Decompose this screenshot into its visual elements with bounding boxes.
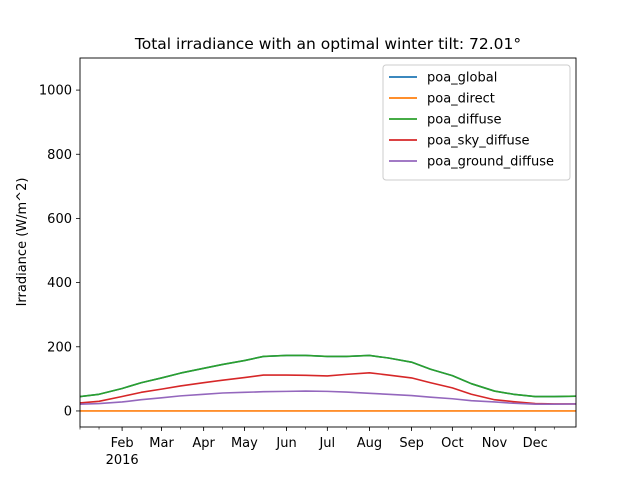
y-tick-label: 0 <box>64 404 72 419</box>
y-tick-label: 200 <box>47 340 72 355</box>
y-tick-label: 400 <box>47 276 72 291</box>
legend: poa_global poa_direct poa_diffuse poa_sky_d… <box>382 64 571 181</box>
chart-title: Total irradiance with an optimal winter … <box>134 35 521 53</box>
y-tick-label: 600 <box>47 212 72 227</box>
legend-label: poa_ground_diffuse <box>427 155 554 170</box>
x-tick-label: Nov <box>482 436 508 451</box>
series-line-poa-sky-diffuse <box>80 371 576 405</box>
x-tick-label: Sep <box>399 436 424 451</box>
x-tick-label: Apr <box>192 436 215 451</box>
y-tick-label: 1000 <box>39 84 72 99</box>
y-axis-label: Irradiance (W/m^2) <box>15 178 30 307</box>
legend-label: poa_direct <box>427 92 495 107</box>
x-tick-label: May <box>231 436 258 451</box>
series-line-poa-ground-diffuse <box>80 390 576 406</box>
legend-label: poa_sky_diffuse <box>427 134 530 149</box>
y-tick-label: 800 <box>47 148 72 163</box>
x-tick-label: Oct <box>441 436 463 451</box>
plot-frame <box>79 57 577 428</box>
x-tick-label: Jul <box>318 436 335 451</box>
plot-area <box>80 354 576 412</box>
legend-label: poa_global <box>427 71 497 86</box>
series-line-poa-diffuse <box>80 354 576 398</box>
axes: 0 200 400 600 800 1000 Feb Mar Apr May Jun Jul Aug Se… <box>39 57 577 468</box>
x-tick-label: Aug <box>357 436 382 451</box>
x-tick-label: Mar <box>149 436 174 451</box>
x-tick-label: Dec <box>523 436 548 451</box>
x-year-label: 2016 <box>106 453 139 468</box>
x-tick-label: Jun <box>275 436 296 451</box>
x-tick-label: Feb <box>111 436 134 451</box>
legend-box <box>382 64 571 181</box>
legend-label: poa_diffuse <box>427 113 502 128</box>
